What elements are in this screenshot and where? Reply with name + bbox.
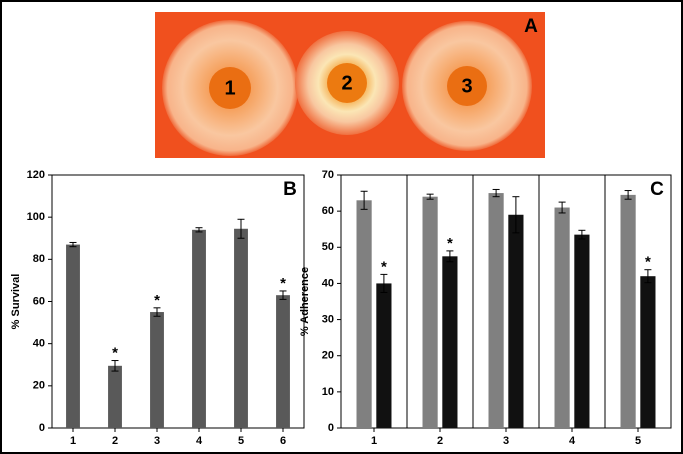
panel-label: B bbox=[283, 179, 297, 200]
bar bbox=[356, 200, 372, 428]
bar bbox=[508, 214, 524, 428]
x-tick-label: 5 bbox=[238, 435, 244, 447]
spot bbox=[327, 63, 367, 103]
x-tick-label: 4 bbox=[569, 435, 576, 447]
y-tick-label: 80 bbox=[33, 253, 45, 265]
bar bbox=[234, 228, 248, 428]
bar bbox=[276, 295, 290, 428]
panel-label: A bbox=[524, 16, 538, 37]
x-tick-label: 1 bbox=[371, 435, 377, 447]
x-tick-label: 4 bbox=[196, 435, 203, 447]
y-tick-label: 60 bbox=[322, 205, 334, 217]
y-axis-label: % Survival bbox=[10, 274, 22, 330]
y-tick-label: 30 bbox=[322, 313, 334, 325]
bar bbox=[442, 256, 458, 428]
bar bbox=[554, 207, 570, 428]
y-tick-label: 60 bbox=[33, 295, 45, 307]
significance-mark: * bbox=[280, 275, 286, 292]
plot-frame bbox=[51, 174, 305, 429]
bar bbox=[150, 312, 164, 428]
significance-mark: * bbox=[645, 254, 651, 271]
bar bbox=[574, 234, 590, 428]
y-tick-label: 50 bbox=[322, 241, 334, 253]
y-tick-label: 0 bbox=[39, 422, 45, 434]
bar bbox=[108, 365, 122, 428]
y-axis-label: % Adherence bbox=[299, 267, 311, 336]
x-tick-label: 5 bbox=[635, 435, 641, 447]
spot-label: 1 bbox=[224, 77, 235, 99]
y-tick-label: 20 bbox=[33, 380, 45, 392]
spot bbox=[209, 67, 251, 109]
x-tick-label: 3 bbox=[154, 435, 160, 447]
bar bbox=[640, 276, 656, 428]
y-tick-label: 120 bbox=[27, 169, 45, 181]
bar bbox=[192, 229, 206, 428]
significance-mark: * bbox=[154, 292, 160, 309]
bar bbox=[376, 283, 392, 428]
x-tick-label: 2 bbox=[437, 435, 443, 447]
spot-label: 3 bbox=[461, 75, 472, 97]
bar bbox=[488, 193, 504, 428]
x-tick-label: 2 bbox=[112, 435, 118, 447]
y-tick-label: 0 bbox=[328, 422, 334, 434]
spot bbox=[447, 66, 487, 106]
bar bbox=[422, 196, 438, 428]
y-tick-label: 70 bbox=[322, 169, 334, 181]
photo-panel: 1 2 3 A bbox=[155, 12, 545, 158]
spot-label: 2 bbox=[341, 72, 352, 94]
x-tick-label: 3 bbox=[503, 435, 509, 447]
y-tick-label: 100 bbox=[27, 211, 45, 223]
bar bbox=[66, 244, 80, 428]
y-tick-label: 40 bbox=[33, 338, 45, 350]
significance-mark: * bbox=[381, 258, 387, 275]
x-tick-label: 6 bbox=[280, 435, 286, 447]
significance-mark: * bbox=[447, 235, 453, 252]
y-tick-label: 20 bbox=[322, 350, 334, 362]
panel-label: C bbox=[650, 179, 664, 200]
y-tick-label: 40 bbox=[322, 277, 334, 289]
x-tick-label: 1 bbox=[70, 435, 76, 447]
y-tick-label: 10 bbox=[322, 386, 334, 398]
bar bbox=[620, 194, 636, 428]
significance-mark: * bbox=[112, 345, 118, 362]
